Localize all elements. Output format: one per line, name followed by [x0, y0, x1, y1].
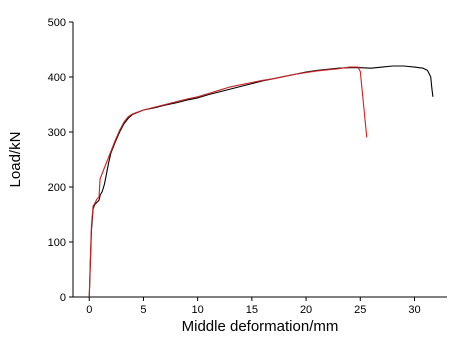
y-tick-label: 0	[60, 292, 66, 304]
x-axis-title: Middle deformation/mm	[182, 318, 339, 335]
x-tick-label: 10	[192, 304, 204, 316]
x-tick-label: 15	[246, 304, 258, 316]
y-tick-label: 100	[48, 237, 66, 249]
x-tick-label: 30	[408, 304, 420, 316]
y-tick-label: 200	[48, 182, 66, 194]
y-tick-label: 300	[48, 127, 66, 139]
y-tick-label: 500	[48, 17, 66, 29]
plot-frame	[72, 22, 447, 298]
series-line-2	[88, 66, 368, 298]
series-line-1	[88, 65, 434, 298]
x-tick-label: 0	[86, 304, 92, 316]
x-tick-label: 5	[140, 304, 146, 316]
x-tick-label: 25	[354, 304, 366, 316]
x-tick-label: 20	[300, 304, 312, 316]
y-axis-title: Load/kN	[7, 132, 24, 188]
series-layer	[88, 65, 434, 298]
y-tick-label: 400	[48, 72, 66, 84]
